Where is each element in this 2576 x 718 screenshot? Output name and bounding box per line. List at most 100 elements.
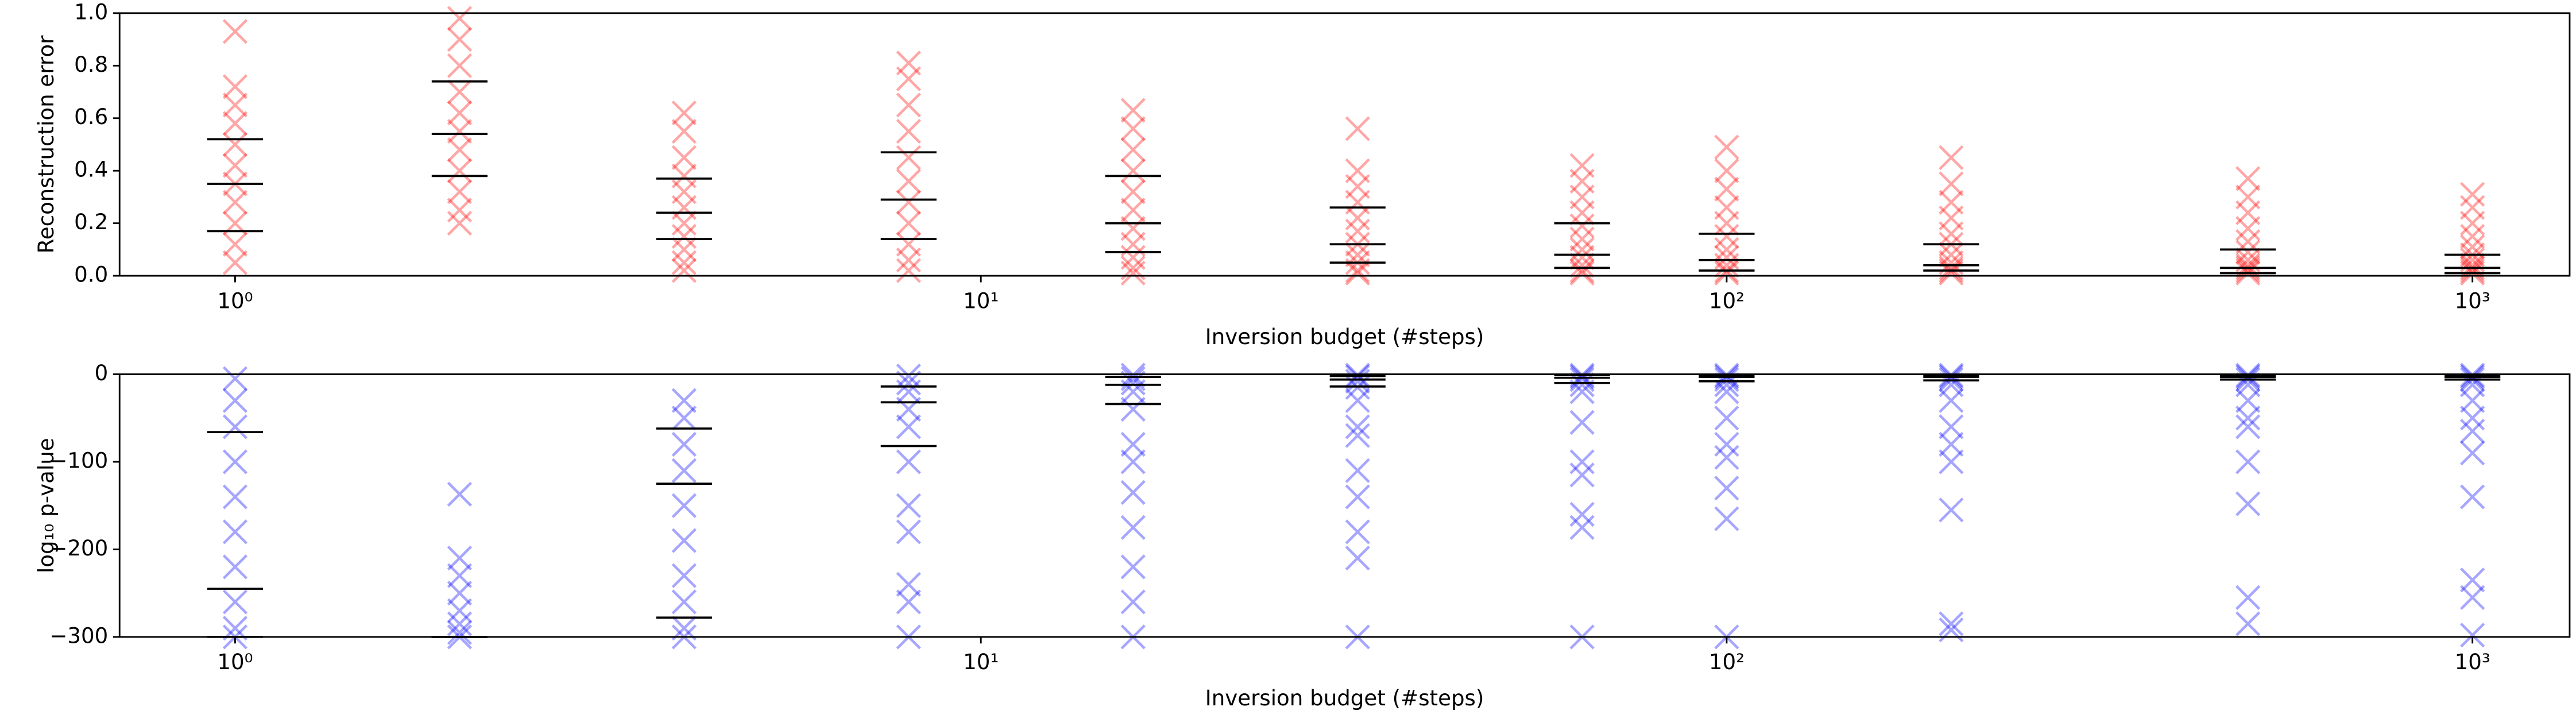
- point: [2460, 585, 2485, 610]
- point: [2460, 388, 2485, 413]
- point: [896, 211, 921, 236]
- point: [1714, 158, 1739, 183]
- point: [896, 493, 921, 518]
- point: [1714, 237, 1739, 263]
- point: [2235, 184, 2261, 210]
- point: [1345, 414, 1370, 439]
- point: [1939, 431, 1964, 457]
- point: [1714, 445, 1739, 470]
- point: [896, 414, 921, 439]
- x-axis-label: Inversion budget (#steps): [1205, 686, 1484, 711]
- point: [222, 366, 248, 391]
- point: [1714, 134, 1739, 160]
- point: [671, 458, 697, 483]
- point: [222, 615, 248, 641]
- point: [1569, 168, 1595, 194]
- point: [1939, 617, 1964, 643]
- point: [222, 589, 248, 615]
- point: [671, 589, 697, 615]
- point: [1120, 137, 1146, 163]
- point: [1569, 213, 1595, 238]
- point: [896, 231, 921, 257]
- point: [1569, 226, 1595, 252]
- point: [447, 119, 473, 144]
- point: [1345, 218, 1370, 244]
- point: [671, 563, 697, 588]
- point: [1569, 258, 1595, 283]
- point: [1714, 253, 1739, 278]
- point: [1120, 179, 1146, 204]
- point: [1120, 396, 1146, 422]
- point: [1939, 497, 1964, 523]
- point: [1120, 589, 1146, 615]
- point: [1939, 242, 1964, 268]
- point: [2460, 441, 2485, 466]
- point: [1714, 506, 1739, 531]
- point: [896, 449, 921, 474]
- point: [896, 248, 921, 273]
- point: [2235, 611, 2261, 636]
- point: [222, 132, 248, 157]
- point: [1120, 449, 1146, 474]
- point: [1714, 176, 1739, 202]
- point: [671, 211, 697, 236]
- point: [222, 231, 248, 257]
- y-tick-label: −100: [49, 448, 108, 473]
- point: [671, 406, 697, 431]
- point: [671, 195, 697, 220]
- point: [222, 74, 248, 99]
- point: [222, 19, 248, 44]
- point: [896, 379, 921, 404]
- point: [447, 546, 473, 571]
- y-tick-label: 0.4: [74, 157, 108, 182]
- point: [222, 519, 248, 545]
- point: [1569, 501, 1595, 527]
- point: [2235, 414, 2261, 439]
- point: [2235, 406, 2261, 431]
- point: [222, 250, 248, 275]
- point: [447, 611, 473, 636]
- point: [222, 190, 248, 215]
- point: [2235, 449, 2261, 474]
- point: [447, 6, 473, 31]
- y-axis-label: log₁₀ p-value: [34, 438, 59, 573]
- x-tick-label: 10²: [1709, 288, 1745, 313]
- point: [2235, 200, 2261, 225]
- point: [896, 92, 921, 118]
- point: [222, 92, 248, 118]
- point: [1345, 205, 1370, 231]
- point: [1714, 476, 1739, 501]
- point: [1345, 190, 1370, 215]
- y-tick-label: 0.6: [74, 105, 108, 129]
- point: [2235, 216, 2261, 241]
- point: [1569, 379, 1595, 404]
- point: [1120, 362, 1146, 388]
- point: [1714, 245, 1739, 270]
- point: [671, 237, 697, 263]
- point: [2235, 240, 2261, 265]
- point: [2460, 258, 2485, 283]
- point: [2460, 182, 2485, 207]
- point: [1120, 431, 1146, 457]
- axes-frame: [118, 373, 2571, 638]
- point: [2460, 623, 2485, 648]
- point: [1120, 554, 1146, 580]
- point: [896, 589, 921, 615]
- point: [896, 572, 921, 597]
- point: [1939, 145, 1964, 170]
- point: [896, 66, 921, 91]
- x-tick-label: 10²: [1709, 650, 1745, 674]
- point: [1714, 367, 1739, 392]
- point: [1120, 480, 1146, 505]
- point: [447, 179, 473, 204]
- x-tick-label: 10¹: [963, 650, 999, 674]
- point: [671, 528, 697, 553]
- point: [671, 145, 697, 170]
- point: [1569, 153, 1595, 178]
- point: [671, 100, 697, 126]
- point: [1345, 260, 1370, 286]
- point: [1569, 245, 1595, 270]
- point: [447, 137, 473, 163]
- point: [2460, 195, 2485, 220]
- point: [1569, 184, 1595, 210]
